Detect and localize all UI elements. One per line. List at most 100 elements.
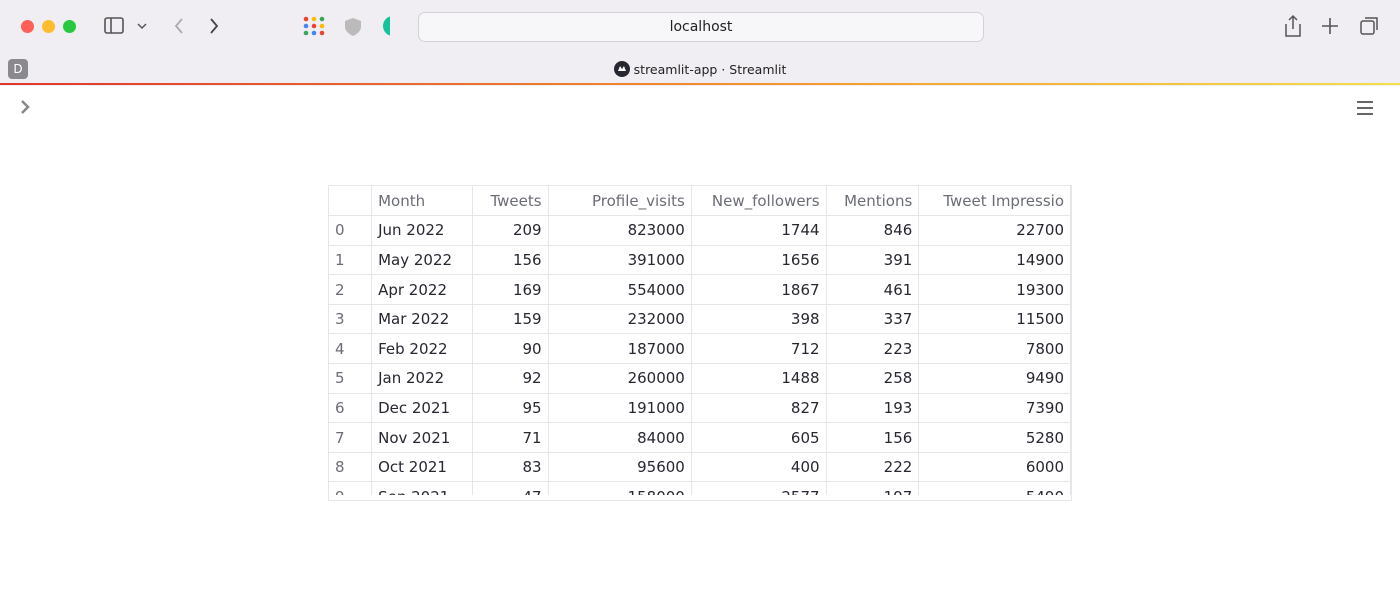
row-index: 1 — [329, 245, 373, 276]
cell: 554000 — [548, 274, 692, 305]
cell: 7390 — [918, 393, 1071, 424]
column-header[interactable] — [329, 186, 373, 217]
cell: 193 — [826, 393, 920, 424]
cell: 95 — [472, 393, 549, 424]
cell: 337 — [826, 304, 920, 335]
cell: 823000 — [548, 215, 692, 246]
cell: Jan 2022 — [371, 363, 473, 394]
cell: 827 — [691, 393, 827, 424]
close-button[interactable] — [21, 20, 34, 33]
table-row: 7 Nov 2021 71 84000 605 156 5280 — [329, 422, 1071, 453]
cell: 156 — [472, 245, 549, 276]
cell: 187000 — [548, 333, 692, 365]
cell: Mar 2022 — [371, 304, 473, 335]
shield-icon[interactable] — [345, 18, 361, 36]
cell: Dec 2021 — [371, 393, 473, 424]
cell: 1867 — [691, 274, 827, 305]
cell: 1656 — [691, 245, 827, 276]
column-header[interactable]: Tweet Impressio — [918, 186, 1071, 217]
cell: 71 — [472, 422, 549, 453]
column-header[interactable]: Mentions — [826, 186, 920, 217]
cell: 14900 — [918, 245, 1071, 276]
table: Month Tweets Profile_visits New_followers Me… — [329, 186, 1071, 495]
cell: 846 — [826, 215, 920, 246]
table-row: 4 Feb 2022 90 187000 712 223 7800 — [329, 333, 1071, 365]
cell: 197 — [826, 481, 920, 495]
tab-title: streamlit-app · Streamlit — [633, 62, 787, 77]
cell: 461 — [826, 274, 920, 305]
cell: 1744 — [691, 215, 827, 246]
toolbar-right-icons — [1285, 14, 1378, 37]
cell: 84000 — [548, 422, 692, 453]
cell: 6000 — [918, 452, 1071, 483]
cell: 158000 — [548, 481, 692, 495]
cell: 191000 — [548, 393, 692, 424]
main-menu[interactable] — [1356, 100, 1374, 116]
row-index: 9 — [329, 481, 373, 495]
cell: 19300 — [918, 274, 1071, 305]
cell: 159 — [472, 304, 549, 335]
share-button[interactable] — [1285, 14, 1301, 37]
loading-bar — [0, 83, 1400, 85]
cell: 47 — [472, 481, 549, 495]
sidebar-button[interactable] — [104, 17, 124, 34]
minimize-button[interactable] — [42, 20, 55, 33]
cell: 92 — [472, 363, 549, 394]
table-row: 0 Jun 2022 209 823000 1744 846 22700 — [329, 215, 1071, 246]
cell: 11500 — [918, 304, 1071, 335]
cell: 5280 — [918, 422, 1071, 453]
cell: Sep 2021 — [371, 481, 473, 495]
profile-badge[interactable]: D — [8, 59, 28, 79]
sidebar-expand[interactable] — [18, 99, 34, 115]
row-index: 0 — [329, 215, 373, 246]
cell: 258 — [826, 363, 920, 394]
cell: 2577 — [691, 481, 827, 495]
grammarly-icon[interactable] — [383, 16, 390, 36]
table-row: 2 Apr 2022 169 554000 1867 461 19300 — [329, 274, 1071, 305]
cell: 90 — [472, 333, 549, 365]
browser-toolbar: localhost D streamlit-app · Streamlit — [0, 0, 1400, 86]
cell: 1488 — [691, 363, 827, 394]
cell: 7800 — [918, 333, 1071, 365]
row-index: 2 — [329, 274, 373, 305]
row-index: 3 — [329, 304, 373, 335]
column-header[interactable]: Profile_visits — [548, 186, 692, 217]
cell: Nov 2021 — [371, 422, 473, 453]
table-row: 8 Oct 2021 83 95600 400 222 6000 — [329, 452, 1071, 483]
cell: 712 — [691, 333, 827, 365]
row-index: 8 — [329, 452, 373, 483]
cell: 232000 — [548, 304, 692, 335]
cell: 22700 — [918, 215, 1071, 246]
header-row: Month Tweets Profile_visits New_followers Me… — [329, 186, 1071, 217]
column-header[interactable]: Tweets — [472, 186, 549, 217]
cell: 169 — [472, 274, 549, 305]
cell: 391000 — [548, 245, 692, 276]
table-row: 1 May 2022 156 391000 1656 391 14900 — [329, 245, 1071, 276]
cell: 95600 — [548, 452, 692, 483]
table-row: 6 Dec 2021 95 191000 827 193 7390 — [329, 393, 1071, 424]
row-index: 4 — [329, 333, 373, 365]
dataframe[interactable]: Month Tweets Profile_visits New_followers Me… — [328, 185, 1072, 501]
cell: 400 — [691, 452, 827, 483]
new-tab-button[interactable] — [1322, 18, 1338, 34]
table-row: 3 Mar 2022 159 232000 398 337 11500 — [329, 304, 1071, 335]
forward-button[interactable] — [210, 18, 219, 34]
address-bar[interactable]: localhost — [418, 12, 984, 42]
column-header[interactable]: Month — [371, 186, 473, 217]
cell: May 2022 — [371, 245, 473, 276]
cell: 5490 — [918, 481, 1071, 495]
cell: Jun 2022 — [371, 215, 473, 246]
cell: 260000 — [548, 363, 692, 394]
apps-icon[interactable] — [303, 16, 325, 36]
back-button[interactable] — [174, 18, 183, 34]
row-index: 5 — [329, 363, 373, 394]
table-row: 9Sep 20214715800025771975490 — [329, 481, 1071, 495]
tab[interactable]: streamlit-app · Streamlit — [0, 61, 1400, 77]
toolbar-icons — [104, 16, 390, 36]
tabs-button[interactable] — [1360, 20, 1375, 35]
cell: 391 — [826, 245, 920, 276]
zoom-button[interactable] — [63, 20, 76, 33]
column-header[interactable]: New_followers — [691, 186, 827, 217]
tab-favicon — [613, 61, 630, 77]
cell: 223 — [826, 333, 920, 365]
